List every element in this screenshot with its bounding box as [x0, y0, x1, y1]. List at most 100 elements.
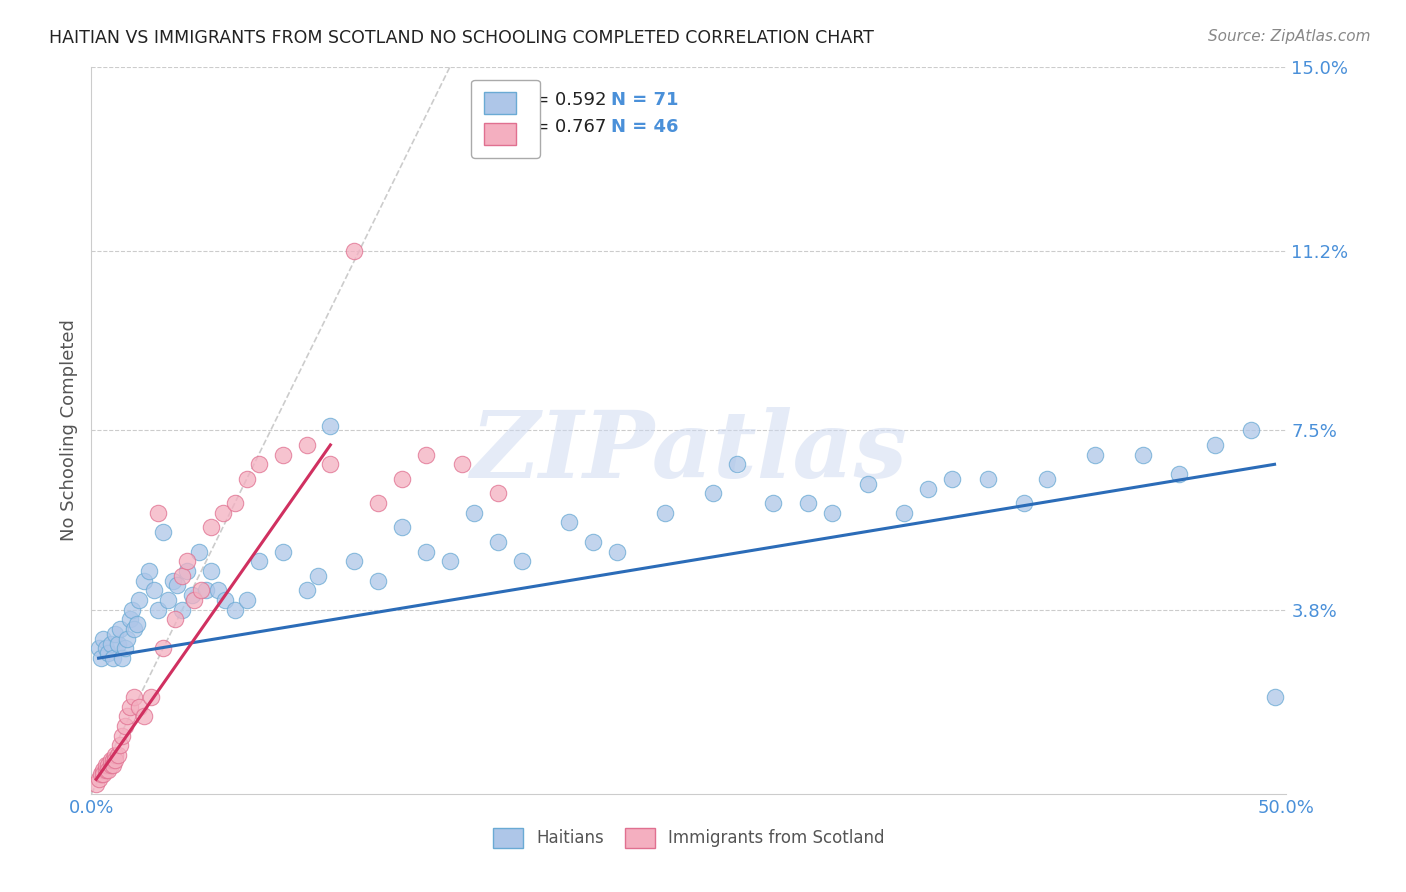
- Point: [104, 748, 127, 763]
- Point: [1084, 448, 1107, 462]
- Point: [224, 496, 246, 510]
- Point: [207, 583, 229, 598]
- Point: [295, 583, 318, 598]
- Point: [118, 612, 141, 626]
- Point: [893, 506, 915, 520]
- Point: [702, 486, 724, 500]
- Point: [917, 482, 939, 496]
- Point: [200, 520, 222, 534]
- Legend: Haitians, Immigrants from Scotland: Haitians, Immigrants from Scotland: [486, 821, 891, 855]
- Point: [415, 448, 437, 462]
- Point: [163, 612, 186, 626]
- Point: [166, 578, 188, 592]
- Point: [108, 622, 131, 636]
- Point: [391, 520, 413, 534]
- Point: [84, 777, 107, 791]
- Point: [107, 748, 129, 763]
- Text: HAITIAN VS IMMIGRANTS FROM SCOTLAND NO SCHOOLING COMPLETED CORRELATION CHART: HAITIAN VS IMMIGRANTS FROM SCOTLAND NO S…: [49, 29, 875, 46]
- Point: [152, 525, 174, 540]
- Point: [271, 544, 294, 558]
- Point: [271, 448, 294, 462]
- Point: [172, 569, 194, 583]
- Point: [141, 690, 162, 704]
- Point: [121, 603, 143, 617]
- Point: [486, 534, 509, 549]
- Point: [115, 632, 138, 646]
- Point: [821, 506, 844, 520]
- Point: [295, 438, 318, 452]
- Point: [93, 763, 114, 777]
- Point: [224, 603, 246, 617]
- Text: N = 71: N = 71: [612, 91, 679, 109]
- Point: [128, 699, 150, 714]
- Point: [118, 699, 141, 714]
- Point: [176, 554, 198, 568]
- Point: [97, 763, 120, 777]
- Point: [124, 690, 146, 704]
- Point: [582, 534, 605, 549]
- Point: [142, 583, 165, 598]
- Point: [93, 767, 114, 781]
- Text: R = 0.592: R = 0.592: [516, 91, 606, 109]
- Point: [856, 476, 880, 491]
- Point: [114, 641, 136, 656]
- Point: [107, 637, 129, 651]
- Point: [976, 472, 998, 486]
- Point: [510, 554, 533, 568]
- Point: [214, 593, 236, 607]
- Point: [367, 496, 389, 510]
- Point: [319, 458, 342, 472]
- Point: [439, 554, 461, 568]
- Point: [343, 554, 366, 568]
- Point: [87, 772, 110, 787]
- Point: [162, 574, 184, 588]
- Point: [761, 496, 783, 510]
- Point: [463, 506, 485, 520]
- Point: [1240, 424, 1263, 438]
- Point: [138, 564, 160, 578]
- Point: [211, 506, 233, 520]
- Text: R = 0.767: R = 0.767: [516, 118, 606, 136]
- Point: [124, 622, 146, 636]
- Point: [1264, 690, 1286, 704]
- Point: [152, 641, 174, 656]
- Point: [108, 739, 131, 753]
- Point: [97, 757, 120, 772]
- Point: [1036, 472, 1059, 486]
- Point: [247, 458, 270, 472]
- Point: [101, 753, 124, 767]
- Point: [90, 767, 112, 781]
- Point: [104, 627, 127, 641]
- Point: [176, 564, 198, 578]
- Point: [1012, 496, 1035, 510]
- Point: [190, 583, 212, 598]
- Point: [391, 472, 413, 486]
- Point: [111, 729, 134, 743]
- Point: [941, 472, 963, 486]
- Point: [93, 632, 114, 646]
- Point: [97, 646, 120, 660]
- Point: [183, 593, 205, 607]
- Text: Source: ZipAtlas.com: Source: ZipAtlas.com: [1208, 29, 1371, 44]
- Point: [725, 458, 748, 472]
- Point: [132, 574, 155, 588]
- Point: [654, 506, 676, 520]
- Point: [1204, 438, 1226, 452]
- Point: [128, 593, 150, 607]
- Point: [200, 564, 222, 578]
- Point: [114, 719, 136, 733]
- Point: [111, 651, 134, 665]
- Point: [148, 506, 170, 520]
- Point: [101, 757, 124, 772]
- Point: [100, 757, 122, 772]
- Point: [558, 516, 581, 530]
- Point: [125, 617, 148, 632]
- Text: N = 46: N = 46: [612, 118, 679, 136]
- Point: [148, 603, 170, 617]
- Point: [132, 709, 155, 723]
- Point: [187, 544, 211, 558]
- Point: [195, 583, 218, 598]
- Point: [100, 753, 122, 767]
- Point: [307, 569, 329, 583]
- Point: [115, 709, 138, 723]
